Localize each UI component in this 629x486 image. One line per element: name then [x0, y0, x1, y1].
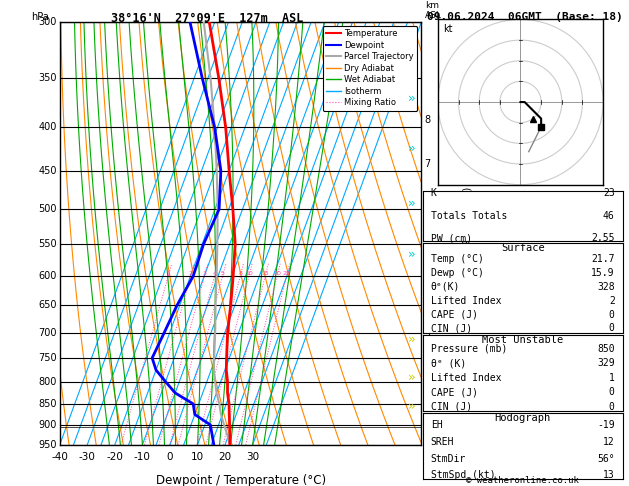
- Text: hPa: hPa: [31, 12, 48, 22]
- Text: 1: 1: [425, 420, 430, 430]
- Legend: Temperature, Dewpoint, Parcel Trajectory, Dry Adiabat, Wet Adiabat, Isotherm, Mi: Temperature, Dewpoint, Parcel Trajectory…: [323, 26, 417, 111]
- Text: 300: 300: [38, 17, 57, 27]
- Text: 1: 1: [166, 271, 170, 276]
- Text: 650: 650: [38, 300, 57, 311]
- Text: 900: 900: [38, 420, 57, 430]
- Text: »: »: [408, 91, 416, 104]
- Text: 12: 12: [603, 437, 615, 447]
- Text: »: »: [408, 248, 416, 261]
- Text: 0: 0: [167, 452, 173, 462]
- Text: 750: 750: [38, 353, 57, 363]
- Text: Lifted Index: Lifted Index: [431, 295, 501, 306]
- Text: EH: EH: [431, 420, 442, 430]
- Text: 0: 0: [609, 402, 615, 412]
- Text: 850: 850: [597, 344, 615, 354]
- Text: StmDir: StmDir: [431, 453, 466, 464]
- Text: »: »: [408, 370, 416, 383]
- Text: 23: 23: [603, 188, 615, 198]
- Text: 2: 2: [189, 271, 192, 276]
- Text: 10: 10: [245, 271, 253, 276]
- Text: 3: 3: [203, 271, 206, 276]
- Text: 38°16'N  27°09'E  127m  ASL: 38°16'N 27°09'E 127m ASL: [111, 12, 304, 25]
- Text: Most Unstable: Most Unstable: [482, 335, 564, 346]
- Text: 5: 5: [221, 271, 225, 276]
- Text: 550: 550: [38, 239, 57, 249]
- Text: Hodograph: Hodograph: [494, 413, 551, 423]
- Text: 10: 10: [191, 452, 204, 462]
- Text: -19: -19: [597, 420, 615, 430]
- Text: 8: 8: [238, 271, 242, 276]
- Text: 2: 2: [425, 376, 431, 386]
- Text: Surface: Surface: [501, 243, 545, 253]
- Text: 950: 950: [38, 440, 57, 450]
- Text: © weatheronline.co.uk: © weatheronline.co.uk: [465, 476, 579, 485]
- Text: 1: 1: [609, 373, 615, 383]
- Text: 600: 600: [38, 271, 57, 281]
- Text: 21.7: 21.7: [591, 254, 615, 264]
- Text: 6: 6: [425, 202, 430, 212]
- Text: 700: 700: [38, 328, 57, 338]
- Text: »: »: [408, 400, 416, 413]
- Text: 350: 350: [38, 73, 57, 84]
- Text: 4: 4: [425, 289, 430, 299]
- Text: StmSpd (kt): StmSpd (kt): [431, 470, 495, 481]
- Text: Temp (°C): Temp (°C): [431, 254, 484, 264]
- Text: 13: 13: [603, 470, 615, 481]
- Text: CAPE (J): CAPE (J): [431, 310, 477, 320]
- Text: 400: 400: [38, 122, 57, 132]
- Text: 0: 0: [609, 323, 615, 333]
- Text: 5: 5: [425, 246, 431, 256]
- Text: Lifted Index: Lifted Index: [431, 373, 501, 383]
- Text: -20: -20: [106, 452, 123, 462]
- Text: 7: 7: [425, 159, 431, 169]
- Text: CAPE (J): CAPE (J): [431, 387, 477, 398]
- Text: PW (cm): PW (cm): [431, 233, 472, 243]
- Text: Dewpoint / Temperature (°C): Dewpoint / Temperature (°C): [155, 474, 326, 486]
- Text: »: »: [408, 197, 416, 210]
- Text: 25: 25: [282, 271, 291, 276]
- Text: 30: 30: [246, 452, 259, 462]
- Text: 0: 0: [609, 310, 615, 320]
- Text: -40: -40: [52, 452, 68, 462]
- Text: 0: 0: [609, 387, 615, 398]
- Text: 20: 20: [218, 452, 231, 462]
- Text: »: »: [408, 142, 416, 155]
- Text: SREH: SREH: [431, 437, 454, 447]
- Text: kt: kt: [443, 24, 452, 35]
- Text: 56°: 56°: [597, 453, 615, 464]
- Text: CIN (J): CIN (J): [431, 323, 472, 333]
- Text: km
ASL: km ASL: [425, 1, 442, 20]
- Text: 15.9: 15.9: [591, 268, 615, 278]
- Text: CIN (J): CIN (J): [431, 402, 472, 412]
- Text: 8: 8: [425, 115, 430, 125]
- Text: 2: 2: [609, 295, 615, 306]
- Text: 328: 328: [597, 282, 615, 292]
- Text: LCL: LCL: [422, 422, 437, 432]
- Text: Dewp (°C): Dewp (°C): [431, 268, 484, 278]
- Text: -10: -10: [134, 452, 151, 462]
- Text: 4: 4: [213, 271, 216, 276]
- Text: Totals Totals: Totals Totals: [431, 210, 507, 221]
- Text: 800: 800: [38, 377, 57, 387]
- Text: »: »: [408, 332, 416, 346]
- Text: Mixing Ratio (g/kg): Mixing Ratio (g/kg): [464, 187, 474, 279]
- Text: 500: 500: [38, 204, 57, 214]
- Text: 329: 329: [597, 358, 615, 368]
- Text: Pressure (mb): Pressure (mb): [431, 344, 507, 354]
- Text: 09.06.2024  06GMT  (Base: 18): 09.06.2024 06GMT (Base: 18): [427, 12, 623, 22]
- Text: 850: 850: [38, 399, 57, 409]
- Text: 450: 450: [38, 166, 57, 175]
- Text: θᵉ (K): θᵉ (K): [431, 358, 466, 368]
- Text: θᵉ(K): θᵉ(K): [431, 282, 460, 292]
- Text: 2.55: 2.55: [591, 233, 615, 243]
- Text: 20: 20: [273, 271, 281, 276]
- Text: 46: 46: [603, 210, 615, 221]
- Text: 15: 15: [261, 271, 269, 276]
- Text: 3: 3: [425, 333, 430, 343]
- Text: K: K: [431, 188, 437, 198]
- Text: -30: -30: [79, 452, 96, 462]
